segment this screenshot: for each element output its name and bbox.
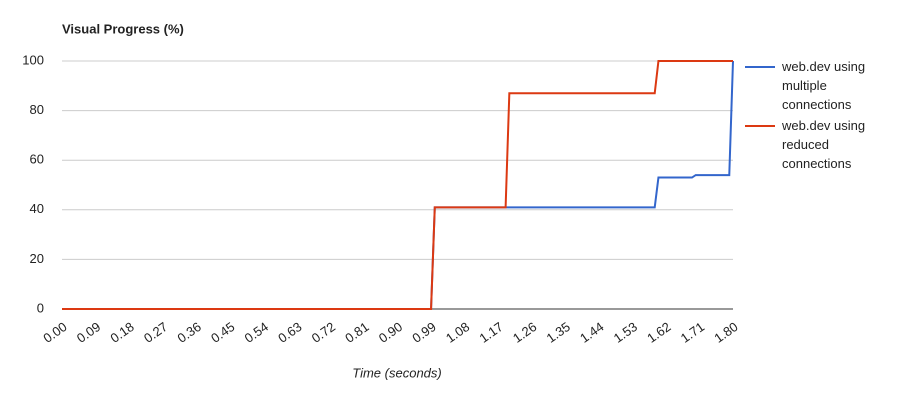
x-tick-label: 0.36 (175, 319, 204, 346)
series-line (62, 60, 734, 310)
x-tick-label: 1.71 (678, 319, 707, 346)
x-tick-label: 0.81 (342, 319, 371, 346)
chart-title: Visual Progress (%) (62, 21, 184, 36)
legend-label: web.dev using reduced connections (782, 118, 866, 171)
x-tick-label: 1.80 (711, 319, 740, 346)
x-tick-label: 1.53 (611, 319, 640, 346)
x-tick-label: 0.09 (74, 319, 103, 346)
y-tick-label: 0 (37, 300, 44, 315)
x-tick-label: 0.18 (107, 319, 136, 346)
series-line (62, 60, 733, 310)
x-tick-label: 1.17 (477, 319, 506, 346)
x-tick-label: 0.45 (208, 319, 237, 346)
x-tick-label: 0.99 (409, 319, 438, 346)
legend-label: web.dev using multiple connections (782, 59, 866, 112)
y-tick-label: 40 (30, 201, 44, 216)
y-tick-label: 60 (30, 152, 44, 167)
x-tick-label: 1.35 (544, 319, 573, 346)
y-tick-label: 100 (22, 52, 44, 67)
x-tick-label: 0.90 (376, 319, 405, 346)
x-tick-label: 1.26 (510, 319, 539, 346)
x-tick-label: 1.62 (644, 319, 673, 346)
x-tick-label: 0.72 (309, 319, 338, 346)
x-tick-label: 0.00 (40, 319, 69, 346)
x-axis-label: Time (seconds) (352, 365, 441, 380)
x-tick-label: 0.27 (141, 319, 170, 346)
y-tick-label: 20 (30, 251, 44, 266)
y-tick-label: 80 (30, 102, 44, 117)
x-tick-label: 0.63 (275, 319, 304, 346)
x-tick-label: 1.08 (443, 319, 472, 346)
x-tick-label: 1.44 (577, 319, 606, 346)
x-tick-label: 0.54 (242, 319, 271, 346)
